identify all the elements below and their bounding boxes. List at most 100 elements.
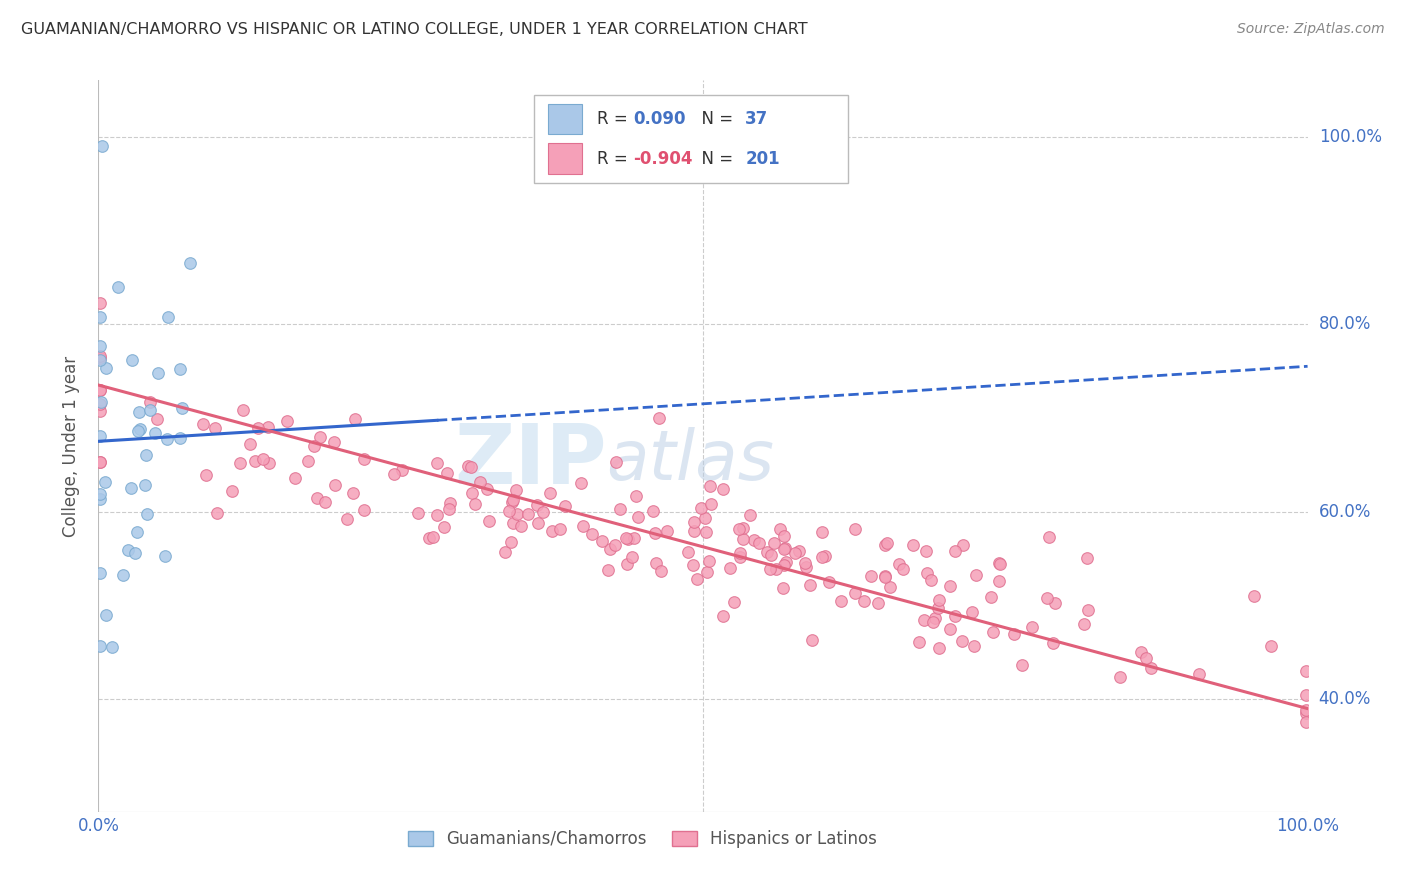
Point	[952, 539, 974, 553]
Point	[1188, 667, 1211, 681]
Point	[143, 425, 166, 440]
Point	[1260, 640, 1282, 654]
Point	[1295, 689, 1317, 703]
Text: 40.0%: 40.0%	[1319, 690, 1371, 708]
Point	[145, 411, 167, 425]
Point	[728, 549, 751, 564]
Point	[981, 624, 1004, 639]
Point	[676, 545, 699, 559]
Point	[901, 538, 924, 552]
Point	[541, 524, 564, 539]
Point	[460, 459, 482, 474]
Point	[616, 558, 638, 572]
Point	[814, 549, 837, 564]
Point	[614, 532, 637, 546]
Point	[765, 562, 787, 576]
Point	[927, 600, 949, 615]
Point	[461, 486, 484, 500]
Point	[1295, 665, 1317, 679]
Text: Source: ZipAtlas.com: Source: ZipAtlas.com	[1237, 22, 1385, 37]
Point	[641, 504, 664, 518]
Point	[794, 556, 817, 570]
Point	[844, 522, 866, 536]
Point	[501, 495, 523, 509]
Point	[1076, 551, 1098, 566]
Point	[506, 507, 529, 521]
Point	[89, 350, 111, 364]
Point	[191, 417, 214, 431]
Point	[470, 475, 492, 490]
Point	[89, 429, 111, 443]
Point	[89, 310, 111, 325]
Point	[314, 494, 336, 508]
Point	[648, 410, 671, 425]
Point	[323, 477, 346, 491]
Point	[697, 554, 720, 568]
Point	[810, 524, 832, 539]
Text: N =: N =	[690, 150, 738, 168]
Point	[195, 468, 218, 483]
Point	[204, 421, 226, 435]
Point	[623, 531, 645, 545]
Point	[591, 533, 613, 548]
Point	[117, 542, 139, 557]
Point	[124, 546, 146, 560]
Point	[844, 586, 866, 600]
Point	[516, 507, 538, 521]
Point	[963, 639, 986, 653]
Point	[924, 611, 946, 625]
Text: 60.0%: 60.0%	[1319, 503, 1371, 521]
Point	[987, 574, 1010, 589]
Point	[718, 561, 741, 575]
Point	[308, 430, 330, 444]
Point	[943, 544, 966, 558]
Point	[609, 502, 631, 516]
Point	[499, 535, 522, 549]
Point	[699, 479, 721, 493]
Point	[478, 514, 501, 528]
Text: -0.904: -0.904	[633, 150, 692, 168]
Point	[229, 456, 252, 470]
Point	[128, 422, 150, 436]
Point	[830, 594, 852, 608]
Point	[169, 431, 191, 445]
Point	[246, 421, 269, 435]
Text: 37: 37	[745, 110, 769, 128]
Point	[418, 531, 440, 545]
Point	[596, 564, 619, 578]
Point	[121, 352, 143, 367]
Point	[920, 573, 942, 587]
Point	[406, 506, 429, 520]
Point	[762, 535, 785, 549]
Point	[353, 452, 375, 467]
Point	[205, 507, 228, 521]
Point	[605, 455, 627, 469]
Point	[179, 256, 201, 270]
Point	[728, 523, 751, 537]
Point	[988, 556, 1011, 570]
Point	[146, 366, 169, 380]
Point	[112, 567, 135, 582]
Point	[439, 496, 461, 510]
Point	[853, 593, 876, 607]
Point	[799, 578, 821, 592]
Point	[134, 478, 156, 492]
Point	[759, 562, 782, 576]
Point	[382, 467, 405, 481]
Text: atlas: atlas	[606, 427, 775, 494]
Point	[572, 519, 595, 533]
Point	[603, 538, 626, 552]
Y-axis label: College, Under 1 year: College, Under 1 year	[62, 355, 80, 537]
Point	[107, 280, 129, 294]
Point	[683, 524, 706, 538]
Text: R =: R =	[596, 150, 633, 168]
Point	[731, 520, 754, 534]
Point	[644, 526, 666, 541]
Point	[755, 544, 778, 558]
Point	[89, 384, 111, 398]
Point	[94, 475, 117, 490]
Point	[759, 548, 782, 562]
Point	[538, 485, 561, 500]
Point	[772, 581, 794, 595]
Text: 201: 201	[745, 150, 780, 168]
